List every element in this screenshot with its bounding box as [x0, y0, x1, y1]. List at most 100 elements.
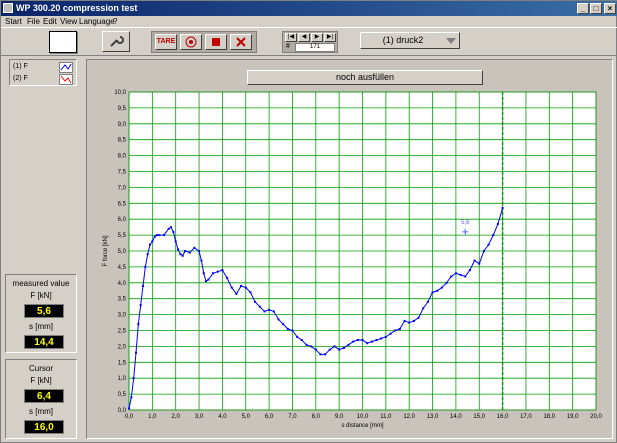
record-button[interactable]: [180, 34, 202, 50]
legend-swatch-2[interactable]: [59, 74, 73, 85]
data-point: [384, 335, 387, 338]
x-tick-label: 4,0: [218, 414, 227, 420]
data-point: [207, 278, 210, 281]
cursor-f-unit: F [kN]: [30, 376, 52, 385]
first-icon[interactable]: |◀: [285, 33, 297, 42]
x-tick-label: 5,0: [242, 414, 251, 420]
x-tick-label: 13,0: [427, 414, 439, 420]
cursor-marker-icon[interactable]: [462, 228, 469, 235]
data-point: [172, 230, 175, 233]
data-point: [426, 300, 429, 303]
measured-f-unit: F [kN]: [30, 291, 52, 300]
data-point: [492, 234, 495, 237]
data-point: [151, 240, 154, 243]
y-tick-label: 0,0: [118, 408, 127, 414]
data-point: [244, 286, 247, 289]
data-point: [338, 348, 341, 351]
stop-button[interactable]: [205, 34, 227, 50]
data-point: [282, 323, 285, 326]
data-point: [181, 254, 184, 257]
data-point: [167, 227, 170, 230]
data-point: [193, 246, 196, 249]
data-point: [153, 235, 156, 238]
data-point: [158, 234, 161, 237]
data-point: [132, 377, 135, 380]
data-point: [314, 348, 317, 351]
channel-select[interactable]: (1) druck2: [360, 32, 460, 49]
cursor-title: Cursor: [28, 364, 53, 373]
data-point: [431, 291, 434, 294]
data-point: [230, 286, 233, 289]
menu-edit[interactable]: Edit: [43, 17, 57, 26]
settings-button[interactable]: [102, 31, 130, 52]
data-point: [156, 234, 159, 237]
data-point: [496, 222, 499, 225]
data-point: [356, 339, 359, 342]
wrench-icon: [110, 36, 124, 47]
x-tick-label: 14,0: [450, 414, 462, 420]
data-point: [258, 305, 261, 308]
last-icon[interactable]: ▶|: [324, 33, 336, 42]
next-icon[interactable]: ▶: [311, 33, 323, 42]
plot-title[interactable]: noch ausfüllen: [247, 70, 483, 85]
record-counter[interactable]: 171: [295, 43, 335, 52]
cancel-button[interactable]: [230, 34, 252, 50]
data-point: [361, 339, 364, 342]
channel-select-value: (1) druck2: [382, 35, 424, 45]
minimize-button[interactable]: _: [577, 3, 589, 14]
chevron-down-icon: [446, 38, 456, 44]
x-tick-label: 6,0: [265, 414, 274, 420]
title-bar: WP 300.20 compression test _ □ ×: [1, 1, 617, 16]
data-point: [286, 327, 289, 330]
stop-icon: [212, 38, 220, 46]
data-point: [398, 327, 401, 330]
menu-start[interactable]: Start: [5, 17, 22, 26]
data-point: [272, 310, 275, 313]
tare-button[interactable]: TARE: [155, 34, 177, 50]
menu-view[interactable]: View: [60, 17, 78, 26]
data-point: [198, 250, 201, 252]
x-tick-label: 0,0: [125, 414, 134, 420]
y-tick-label: 4,0: [118, 281, 127, 287]
window-title: WP 300.20 compression test: [16, 3, 138, 13]
menu-language[interactable]: Language: [79, 17, 115, 26]
data-point: [212, 272, 215, 275]
prev-icon[interactable]: ◀: [298, 33, 310, 42]
y-tick-label: 7,5: [118, 170, 127, 176]
data-point: [347, 343, 350, 346]
close-window-button[interactable]: ×: [604, 3, 616, 14]
y-tick-label: 7,0: [118, 185, 127, 191]
y-axis-label: F force [kN]: [103, 235, 109, 266]
data-point: [137, 323, 140, 326]
data-point: [468, 269, 471, 272]
legend-label-2: (2) F: [13, 75, 28, 82]
y-tick-label: 1,5: [118, 360, 127, 366]
y-tick-label: 1,0: [118, 376, 127, 382]
data-point: [328, 348, 331, 351]
cursor-f-value: 6,4: [24, 389, 64, 403]
y-tick-label: 3,5: [118, 297, 127, 303]
data-point: [184, 250, 187, 252]
data-point: [333, 345, 336, 348]
x-tick-label: 2,0: [172, 414, 181, 420]
maximize-button[interactable]: □: [590, 3, 602, 14]
data-point: [436, 289, 439, 292]
data-point: [417, 316, 420, 319]
x-tick-label: 10,0: [357, 414, 369, 420]
data-point: [501, 207, 504, 210]
y-tick-label: 5,5: [118, 233, 127, 239]
menu-help[interactable]: ?: [113, 17, 118, 26]
menu-bar: Start File Edit View Language ?: [1, 16, 617, 27]
data-point: [249, 291, 252, 294]
x-tick-label: 12,0: [403, 414, 415, 420]
data-point: [445, 281, 448, 284]
force-distance-chart[interactable]: 0,0 1,0 2,0 3,0 4,0 5,0 6,0 7,0 8,0 9,0 10,0 11,0 12…: [87, 60, 612, 438]
x-tick-label: 8,0: [312, 414, 321, 420]
menu-file[interactable]: File: [27, 17, 40, 26]
y-tick-label: 6,5: [118, 201, 127, 207]
data-point: [216, 270, 219, 273]
data-point: [135, 351, 138, 354]
y-tick-label: 5,0: [118, 249, 127, 255]
legend-swatch-1[interactable]: [59, 62, 73, 73]
data-point: [300, 339, 303, 342]
